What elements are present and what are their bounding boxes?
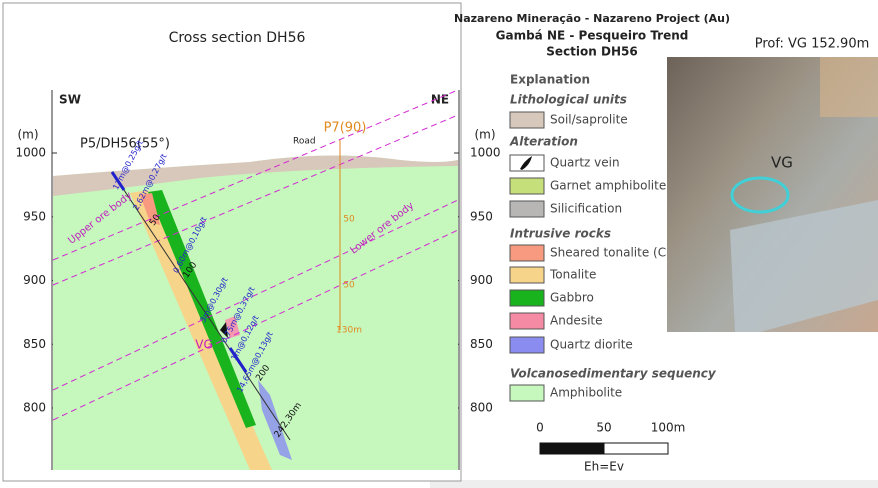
elevation-label: 1000 [470,146,501,160]
bottom-strip [430,480,878,488]
hole2-depth: 50 [343,281,355,291]
legend-item: Quartz diorite [550,338,633,352]
vg-label: VG [195,338,213,352]
elevation-label: 800 [470,401,493,415]
legend-heading: Volcanosedimentary sequency [510,367,717,381]
intercept [228,347,248,373]
hole2-depth: 50 [343,215,355,225]
legend-title: Explanation [510,73,590,87]
elevation-ticks: 1000 1000 950 950 900 900 850 850 800 800 [15,146,500,415]
legend-item: Quartz vein [550,156,620,170]
elevation-label: 900 [23,273,46,287]
legend-item: Silicification [550,202,622,216]
scale-tick: 0 [536,421,544,435]
intercept [110,171,126,191]
road-label: Road [293,137,316,147]
legend-swatch [509,312,545,330]
lower-ore-line [52,199,459,391]
scale-bar [539,442,605,455]
header-line: Section DH56 [546,45,637,59]
sw-label: SW [59,93,81,107]
core-sample [730,200,878,332]
scale-tick: 100m [651,421,686,435]
hole-label: P5/DH56(55°) [80,137,170,152]
lower-ore-line [52,229,459,421]
legend-swatch-vein [520,156,532,170]
elevation-label: 950 [23,209,46,223]
elevation-label: 1000 [15,146,46,160]
legend-heading: Lithological units [510,93,627,107]
unit-right: (m) [474,128,495,142]
quartz-diorite [258,380,292,460]
elevation-label: 900 [470,273,493,287]
elevation-label: 850 [470,337,493,351]
legend-swatch [509,200,545,218]
header-line: Gambá NE - Pesqueiro Trend [496,29,689,43]
photo-background [820,57,878,117]
legend-item: Sheared tonalite (Ch [550,246,674,260]
legend-item: Amphibolite [550,386,622,400]
scale-tick: 50 [596,421,611,435]
hole2-label: P7(90) [324,121,367,136]
ne-label: NE [431,93,449,107]
elevation-label: 950 [470,209,493,223]
legend-item: Gabbro [550,291,594,305]
photo-marker: VG [771,154,793,172]
legend-swatch [509,111,545,129]
soil-layer [53,155,458,196]
elevation-label: 800 [23,401,46,415]
legend-item: Soil/saprolite [550,113,628,127]
legend-swatch [509,289,545,307]
upper-ore-line [52,114,459,286]
legend-swatch [509,244,545,262]
section-title: Cross section DH56 [169,30,306,46]
legend-item: Tonalite [549,268,596,282]
gabbro-body [148,190,256,428]
legend-heading: Alteration [509,135,578,149]
scale-bar [603,442,669,455]
elevation-label: 850 [23,337,46,351]
legend-swatch [509,384,545,402]
legend-swatch [509,266,545,284]
legend: Lithological units Soil/saprolite Alterati… [509,93,717,402]
legend-swatch [509,177,545,195]
legend-item: Andesite [550,314,603,328]
scale-note: Eh=Ev [584,460,624,474]
quartz-vein [220,322,228,338]
upper-ore-line [52,89,459,261]
legend-swatch [509,336,545,354]
unit-left: (m) [17,128,38,142]
legend-item: Garnet amphibolite [550,179,666,193]
photo-caption: Prof: VG 152.90m [755,37,870,52]
hole2-depth: 130m [336,326,362,336]
header-line: Nazareno Mineração - Nazareno Project (A… [454,12,730,25]
vg-circle [730,176,790,214]
drill-hole [111,171,291,441]
andesite [225,316,240,338]
legend-heading: Intrusive rocks [510,227,611,241]
